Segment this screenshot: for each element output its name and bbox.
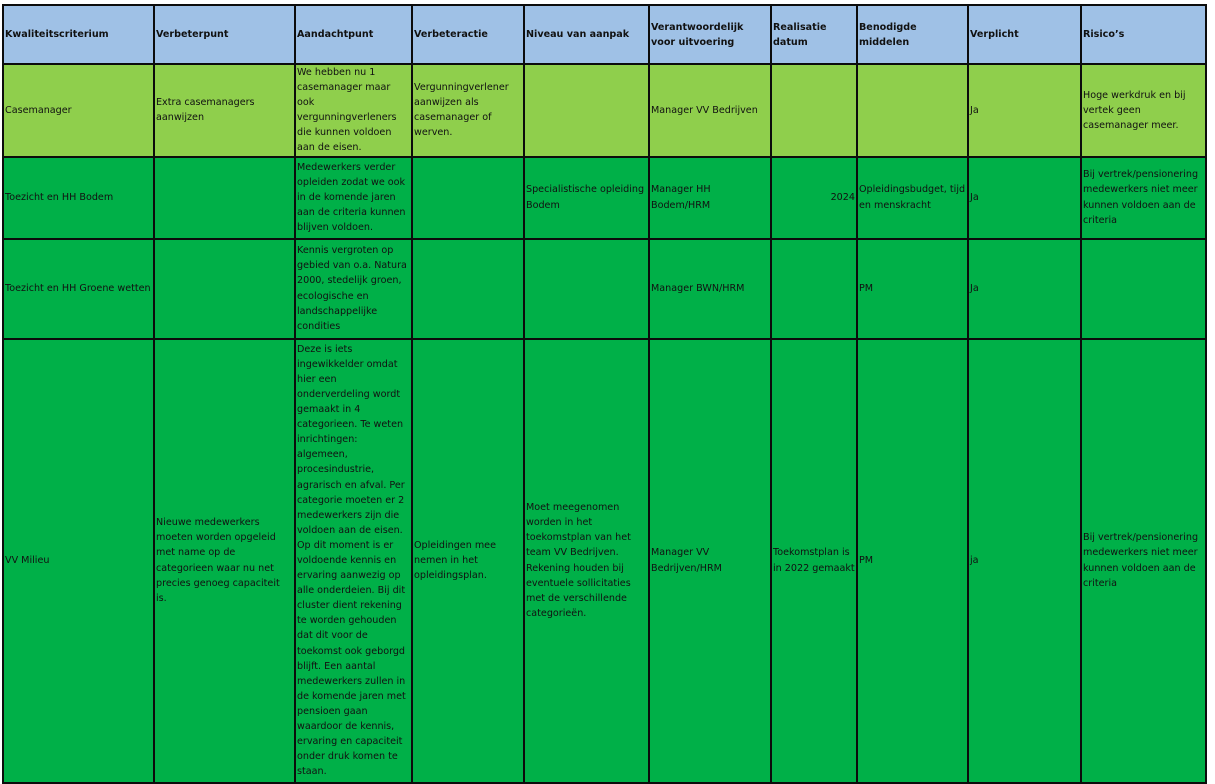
table-body: Casemanager Extra casemanagers aanwijzen… <box>2 63 1207 784</box>
cell-verantwoordelijk[interactable]: Manager VV Bedrijven <box>648 63 772 158</box>
cell-niveau-van-aanpak[interactable] <box>523 237 650 340</box>
cell-verplicht[interactable]: Ja <box>967 63 1082 158</box>
cell-verplicht[interactable]: Ja <box>967 155 1082 240</box>
cell-verbeteractie[interactable]: Vergunningverlener aanwijzen als caseman… <box>411 63 525 158</box>
cell-verbeteractie[interactable] <box>411 237 525 340</box>
cell-verbeterpunt[interactable] <box>153 155 296 240</box>
cell-risicos[interactable]: Hoge werkdruk en bij vertek geen caseman… <box>1080 63 1207 158</box>
cell-verantwoordelijk[interactable]: Manager VV Bedrijven/HRM <box>648 337 772 784</box>
table-header: Kwaliteitscriterium Verbeterpunt Aandach… <box>2 4 1207 65</box>
cell-realisatie-datum[interactable] <box>770 63 858 158</box>
cell-realisatie-datum[interactable]: Toekomstplan is in 2022 gemaakt <box>770 337 858 784</box>
header-verbeteractie[interactable]: Verbeteractie <box>411 4 525 65</box>
header-risicos[interactable]: Risico’s <box>1080 4 1207 65</box>
header-kwaliteitscriterium[interactable]: Kwaliteitscriterium <box>2 4 155 65</box>
cell-realisatie-datum[interactable]: 2024 <box>770 155 858 240</box>
cell-kwaliteitscriterium[interactable]: VV Milieu <box>2 337 155 784</box>
cell-niveau-van-aanpak[interactable]: Specialistische opleiding Bodem <box>523 155 650 240</box>
header-niveau-van-aanpak[interactable]: Niveau van aanpak <box>523 4 650 65</box>
cell-verbeterpunt[interactable]: Nieuwe medewerkers moeten worden opgelei… <box>153 337 296 784</box>
cell-niveau-van-aanpak[interactable] <box>523 63 650 158</box>
cell-benodigde-middelen[interactable] <box>856 63 969 158</box>
table-row-casemanager: Casemanager Extra casemanagers aanwijzen… <box>2 63 1207 158</box>
header-verplicht[interactable]: Verplicht <box>967 4 1082 65</box>
cell-kwaliteitscriterium[interactable]: Toezicht en HH Groene wetten <box>2 237 155 340</box>
cell-aandachtpunt[interactable]: Medewerkers verder opleiden zodat we ook… <box>294 155 413 240</box>
cell-risicos[interactable]: Bij vertrek/pensionering medewerkers nie… <box>1080 337 1207 784</box>
cell-risicos[interactable]: Bij vertrek/pensionering medewerkers nie… <box>1080 155 1207 240</box>
cell-risicos[interactable] <box>1080 237 1207 340</box>
header-aandachtpunt[interactable]: Aandachtpunt <box>294 4 413 65</box>
cell-realisatie-datum[interactable] <box>770 237 858 340</box>
cell-verbeterpunt[interactable]: Extra casemanagers aanwijzen <box>153 63 296 158</box>
quality-improvement-table: Kwaliteitscriterium Verbeterpunt Aandach… <box>2 4 1207 784</box>
cell-verplicht[interactable]: ja <box>967 337 1082 784</box>
cell-verantwoordelijk[interactable]: Manager HH Bodem/HRM <box>648 155 772 240</box>
cell-aandachtpunt[interactable]: Kennis vergroten op gebied van o.a. Natu… <box>294 237 413 340</box>
cell-verbeteractie[interactable]: Opleidingen mee nemen in het opleidingsp… <box>411 337 525 784</box>
cell-verantwoordelijk[interactable]: Manager BWN/HRM <box>648 237 772 340</box>
header-benodigde-middelen[interactable]: Benodigde middelen <box>856 4 969 65</box>
cell-aandachtpunt[interactable]: Deze is iets ingewikkelder omdat hier ee… <box>294 337 413 784</box>
table-row-toezicht-bodem: Toezicht en HH Bodem Medewerkers verder … <box>2 155 1207 240</box>
cell-verbeterpunt[interactable] <box>153 237 296 340</box>
header-realisatie-datum[interactable]: Realisatie datum <box>770 4 858 65</box>
table-row-toezicht-groene-wetten: Toezicht en HH Groene wetten Kennis verg… <box>2 237 1207 340</box>
table-row-vv-milieu: VV Milieu Nieuwe medewerkers moeten word… <box>2 337 1207 784</box>
cell-kwaliteitscriterium[interactable]: Toezicht en HH Bodem <box>2 155 155 240</box>
header-verantwoordelijk[interactable]: Verantwoordelijk voor uitvoering <box>648 4 772 65</box>
cell-benodigde-middelen[interactable]: PM <box>856 237 969 340</box>
cell-kwaliteitscriterium[interactable]: Casemanager <box>2 63 155 158</box>
cell-benodigde-middelen[interactable]: Opleidingsbudget, tijd en menskracht <box>856 155 969 240</box>
header-verbeterpunt[interactable]: Verbeterpunt <box>153 4 296 65</box>
header-row: Kwaliteitscriterium Verbeterpunt Aandach… <box>2 4 1207 65</box>
cell-verplicht[interactable]: Ja <box>967 237 1082 340</box>
cell-aandachtpunt[interactable]: We hebben nu 1 casemanager maar ook verg… <box>294 63 413 158</box>
cell-benodigde-middelen[interactable]: PM <box>856 337 969 784</box>
cell-niveau-van-aanpak[interactable]: Moet meegenomen worden in het toekomstpl… <box>523 337 650 784</box>
cell-verbeteractie[interactable] <box>411 155 525 240</box>
